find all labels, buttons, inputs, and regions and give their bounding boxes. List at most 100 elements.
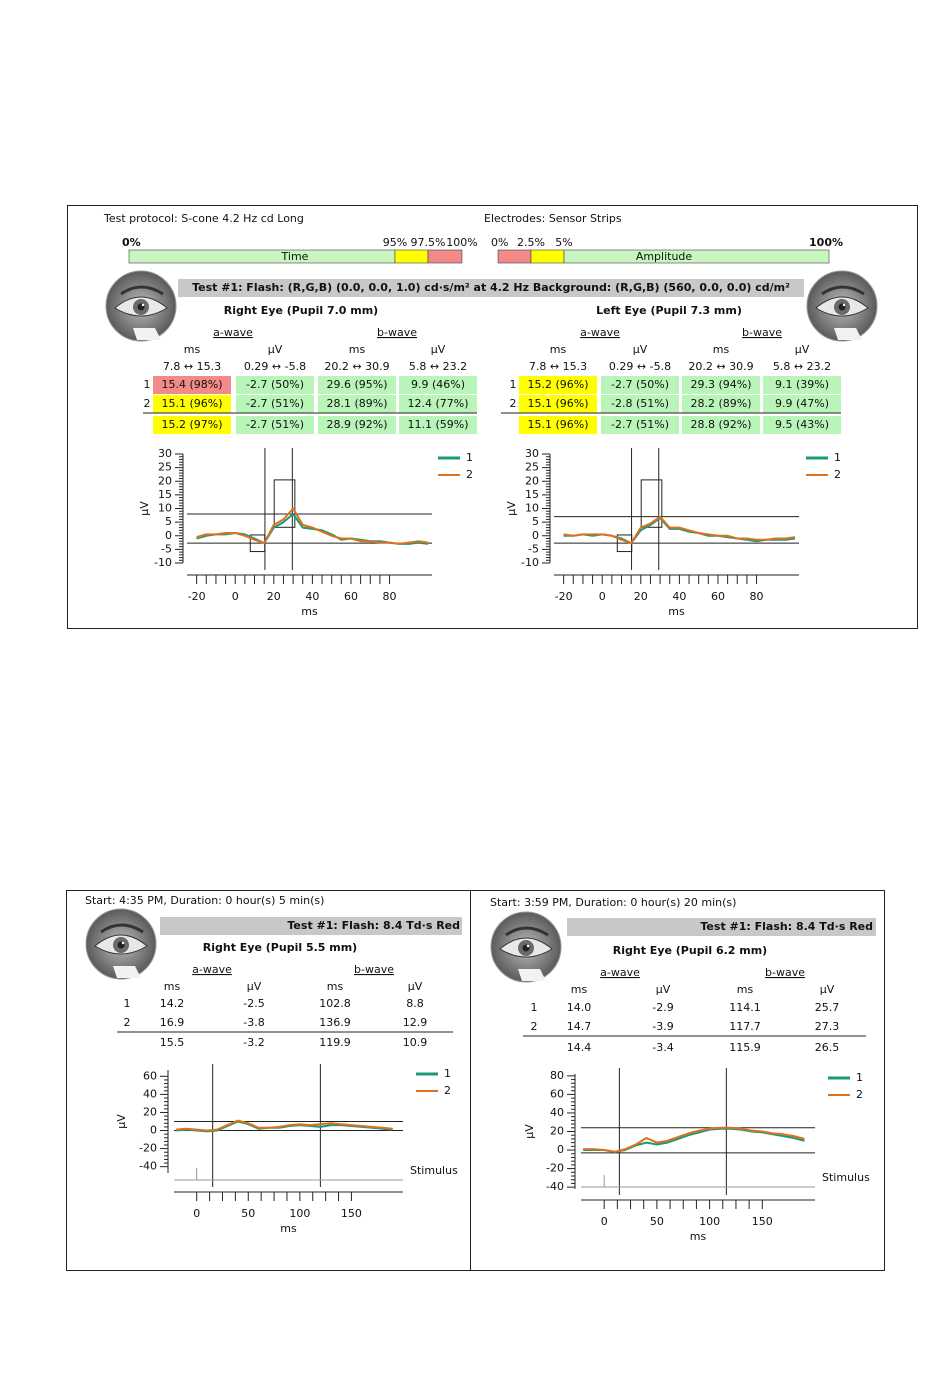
table-cell: 15.2 (96%) [527,378,588,391]
cell-bg [519,395,597,413]
table-cell: 15.1 (96%) [161,397,222,410]
legend-label: 2 [856,1088,863,1101]
table-cell: 102.8 [319,997,351,1010]
y-tick-label: 60 [550,1087,564,1100]
eye-photo [85,908,157,980]
table-cell: 16.9 [160,1016,185,1029]
table-cell: 15.4 (98%) [161,378,222,391]
legend-label: 2 [444,1084,451,1097]
table-cell: 15.5 [160,1036,185,1049]
cell-bg [763,376,841,394]
y-tick-label: -20 [139,1142,157,1155]
cell-bg [519,376,597,394]
series-line [563,515,796,545]
y-tick-label: 25 [525,461,539,474]
y-tick-label: 80 [550,1069,564,1082]
cell-bg [153,395,231,413]
wave-header: a-wave [580,326,620,339]
unit-header: µV [408,980,423,993]
scale-title: Amplitude [636,250,693,263]
y-tick-label: 20 [143,1105,157,1118]
table-cell: 117.7 [729,1020,761,1033]
eye-title: Right Eye (Pupil 7.0 mm) [224,304,378,317]
cell-bg [399,395,477,413]
top-frame [67,205,918,629]
unit-header: ms [713,343,730,356]
cell-bg [519,416,597,434]
scale-segment [394,249,429,264]
normal-range: 0.29 ↔ -5.8 [609,360,671,373]
table-cell: 9.9 (46%) [411,378,465,391]
unit-header: ms [184,343,201,356]
y-tick-label: 15 [525,488,539,501]
row-label: 1 [144,378,151,391]
cell-bg [601,376,679,394]
stimulus-label: Stimulus [822,1171,870,1184]
y-tick-label: 20 [158,474,172,487]
row-label: 1 [510,378,517,391]
y-tick-label: 25 [158,461,172,474]
table-cell: 15.1 (96%) [527,397,588,410]
scale-segment [497,249,532,264]
session-start: Start: 3:59 PM, Duration: 0 hour(s) 20 m… [490,896,736,909]
stimulus-label: Stimulus [410,1164,458,1177]
wave-header: b-wave [354,963,394,976]
scale-label: 100% [809,236,843,249]
normal-range: 5.8 ↔ 23.2 [773,360,831,373]
table-cell: 28.1 (89%) [326,397,387,410]
y-tick-label: 0 [557,1143,564,1156]
unit-header: ms [349,343,366,356]
eye-title: Right Eye (Pupil 6.2 mm) [613,944,767,957]
table-cell: 14.2 [160,997,185,1010]
cell-bg [763,416,841,434]
y-tick-label: -40 [139,1160,157,1173]
wave-header: b-wave [742,326,782,339]
scale-label: 2.5% [517,236,545,249]
unit-header: ms [164,980,181,993]
unit-header: ms [571,983,588,996]
table-cell: -3.2 [243,1036,264,1049]
y-tick-label: -10 [521,556,539,569]
normal-range: 7.8 ↔ 15.3 [163,360,221,373]
y-tick-label: 0 [165,529,172,542]
cell-bg [682,376,760,394]
table-cell: -2.7 (50%) [611,378,669,391]
protocol: Test protocol: S-cone 4.2 Hz cd Long [103,212,304,225]
scale-title: Time [281,250,309,263]
unit-header: ms [737,983,754,996]
x-tick-label: 40 [305,590,319,603]
x-tick-label: 150 [341,1207,362,1220]
table-cell: -3.9 [652,1020,673,1033]
test-bar [160,917,462,935]
y-tick-label: 0 [150,1124,157,1137]
table-cell: 28.8 (92%) [690,418,751,431]
x-tick-label: 0 [193,1207,200,1220]
scale-label: 97.5% [411,236,446,249]
normal-range: 20.2 ↔ 30.9 [324,360,389,373]
y-axis-label: µV [115,1114,128,1129]
y-tick-label: -40 [546,1180,564,1193]
x-tick-label: 100 [289,1207,310,1220]
x-tick-label: 0 [232,590,239,603]
table-cell: 14.4 [567,1041,592,1054]
y-tick-label: -20 [546,1162,564,1175]
table-cell: -2.7 (50%) [246,378,304,391]
x-tick-label: 0 [601,1215,608,1228]
scale-label: 0% [491,236,508,249]
unit-header: µV [633,343,648,356]
scale-segment [563,249,830,264]
table-cell: 8.8 [406,997,424,1010]
row-label: 2 [144,397,151,410]
table-cell: 9.5 (43%) [775,418,829,431]
scale-segment [530,249,565,264]
table-cell: 15.1 (96%) [527,418,588,431]
table-cell: 12.9 [403,1016,428,1029]
test-bar [567,918,876,936]
table-cell: 28.9 (92%) [326,418,387,431]
unit-header: µV [247,980,262,993]
unit-header: µV [820,983,835,996]
legend-label: 1 [444,1067,451,1080]
table-cell: 27.3 [815,1020,840,1033]
table-cell: -3.4 [652,1041,673,1054]
scale-label: 0% [122,236,141,249]
